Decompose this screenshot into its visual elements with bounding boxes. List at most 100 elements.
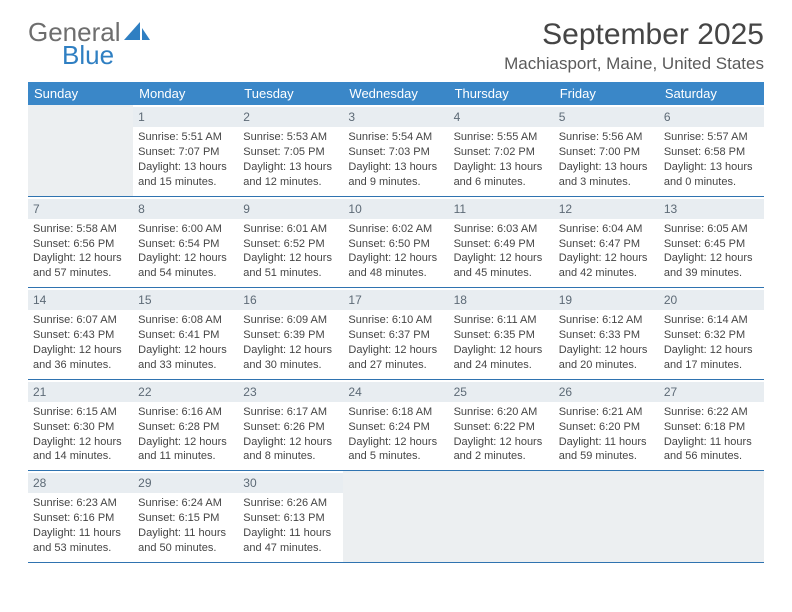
calendar-week-row: 7Sunrise: 5:58 AMSunset: 6:56 PMDaylight…: [28, 196, 764, 288]
day-number: 16: [238, 290, 343, 310]
sunrise-text: Sunrise: 6:07 AM: [33, 313, 128, 328]
daylight-text: Daylight: 12 hours and 54 minutes.: [138, 251, 233, 281]
sunrise-text: Sunrise: 6:18 AM: [348, 405, 443, 420]
sunset-text: Sunset: 6:30 PM: [33, 420, 128, 435]
calendar-cell: 11Sunrise: 6:03 AMSunset: 6:49 PMDayligh…: [449, 196, 554, 288]
sunrise-text: Sunrise: 6:00 AM: [138, 222, 233, 237]
daylight-text: Daylight: 12 hours and 14 minutes.: [33, 435, 128, 465]
sunrise-text: Sunrise: 6:26 AM: [243, 496, 338, 511]
sunset-text: Sunset: 6:45 PM: [664, 237, 759, 252]
sunrise-text: Sunrise: 5:58 AM: [33, 222, 128, 237]
calendar-week-row: 1Sunrise: 5:51 AMSunset: 7:07 PMDaylight…: [28, 105, 764, 196]
day-number: 18: [449, 290, 554, 310]
logo: General Blue: [28, 18, 152, 68]
daylight-text: Daylight: 12 hours and 5 minutes.: [348, 435, 443, 465]
daylight-text: Daylight: 12 hours and 20 minutes.: [559, 343, 654, 373]
calendar-cell: [554, 471, 659, 563]
sunset-text: Sunset: 6:33 PM: [559, 328, 654, 343]
sunset-text: Sunset: 6:58 PM: [664, 145, 759, 160]
daylight-text: Daylight: 12 hours and 17 minutes.: [664, 343, 759, 373]
day-number: 26: [554, 382, 659, 402]
daylight-text: Daylight: 12 hours and 42 minutes.: [559, 251, 654, 281]
day-number: 23: [238, 382, 343, 402]
daylight-text: Daylight: 12 hours and 8 minutes.: [243, 435, 338, 465]
sunrise-text: Sunrise: 5:53 AM: [243, 130, 338, 145]
calendar-cell: [659, 471, 764, 563]
daylight-text: Daylight: 12 hours and 48 minutes.: [348, 251, 443, 281]
daylight-text: Daylight: 11 hours and 53 minutes.: [33, 526, 128, 556]
day-number: 4: [449, 107, 554, 127]
calendar-week-row: 21Sunrise: 6:15 AMSunset: 6:30 PMDayligh…: [28, 379, 764, 471]
daylight-text: Daylight: 12 hours and 30 minutes.: [243, 343, 338, 373]
logo-text-blue: Blue: [62, 42, 114, 68]
daylight-text: Daylight: 11 hours and 47 minutes.: [243, 526, 338, 556]
day-number: 6: [659, 107, 764, 127]
calendar-cell: 16Sunrise: 6:09 AMSunset: 6:39 PMDayligh…: [238, 288, 343, 380]
day-number: 14: [28, 290, 133, 310]
daylight-text: Daylight: 11 hours and 56 minutes.: [664, 435, 759, 465]
day-header: Tuesday: [238, 82, 343, 105]
sunset-text: Sunset: 6:16 PM: [33, 511, 128, 526]
day-number: 28: [28, 473, 133, 493]
daylight-text: Daylight: 12 hours and 11 minutes.: [138, 435, 233, 465]
day-header: Thursday: [449, 82, 554, 105]
sunset-text: Sunset: 6:47 PM: [559, 237, 654, 252]
day-number: 9: [238, 199, 343, 219]
header: General Blue September 2025 Machiasport,…: [28, 18, 764, 74]
sunset-text: Sunset: 6:24 PM: [348, 420, 443, 435]
calendar-cell: 28 Sunrise: 6:23 AMSunset: 6:16 PMDayligh…: [28, 471, 133, 563]
day-header: Friday: [554, 82, 659, 105]
calendar-cell: 2Sunrise: 5:53 AMSunset: 7:05 PMDaylight…: [238, 105, 343, 196]
calendar-cell: 20Sunrise: 6:14 AMSunset: 6:32 PMDayligh…: [659, 288, 764, 380]
day-number: 29: [133, 473, 238, 493]
sunset-text: Sunset: 6:52 PM: [243, 237, 338, 252]
daylight-text: Daylight: 13 hours and 6 minutes.: [454, 160, 549, 190]
day-number: 11: [449, 199, 554, 219]
calendar-cell: 17Sunrise: 6:10 AMSunset: 6:37 PMDayligh…: [343, 288, 448, 380]
sunset-text: Sunset: 7:02 PM: [454, 145, 549, 160]
day-number: 13: [659, 199, 764, 219]
calendar-cell: 23Sunrise: 6:17 AMSunset: 6:26 PMDayligh…: [238, 379, 343, 471]
day-number: 24: [343, 382, 448, 402]
calendar-cell: [449, 471, 554, 563]
daylight-text: Daylight: 13 hours and 0 minutes.: [664, 160, 759, 190]
calendar-cell: 18Sunrise: 6:11 AMSunset: 6:35 PMDayligh…: [449, 288, 554, 380]
calendar-cell: 25Sunrise: 6:20 AMSunset: 6:22 PMDayligh…: [449, 379, 554, 471]
month-title: September 2025: [504, 18, 764, 52]
calendar-cell: 24 Sunrise: 6:18 AMSunset: 6:24 PMDayligh…: [343, 379, 448, 471]
day-number: 30: [238, 473, 343, 493]
calendar-week-row: 14Sunrise: 6:07 AMSunset: 6:43 PMDayligh…: [28, 288, 764, 380]
calendar-cell: 30Sunrise: 6:26 AMSunset: 6:13 PMDayligh…: [238, 471, 343, 563]
sunrise-text: Sunrise: 6:04 AM: [559, 222, 654, 237]
sunset-text: Sunset: 6:50 PM: [348, 237, 443, 252]
day-number: 2: [238, 107, 343, 127]
sunset-text: Sunset: 6:28 PM: [138, 420, 233, 435]
sunrise-text: Sunrise: 6:22 AM: [664, 405, 759, 420]
calendar-cell: 27Sunrise: 6:22 AMSunset: 6:18 PMDayligh…: [659, 379, 764, 471]
sunrise-text: Sunrise: 6:05 AM: [664, 222, 759, 237]
day-number: 25: [449, 382, 554, 402]
sunrise-text: Sunrise: 6:11 AM: [454, 313, 549, 328]
day-number: 15: [133, 290, 238, 310]
sunrise-text: Sunrise: 6:01 AM: [243, 222, 338, 237]
day-number: 7: [28, 199, 133, 219]
day-number: 22: [133, 382, 238, 402]
calendar-cell: 7Sunrise: 5:58 AMSunset: 6:56 PMDaylight…: [28, 196, 133, 288]
day-number: 5: [554, 107, 659, 127]
sunset-text: Sunset: 6:22 PM: [454, 420, 549, 435]
day-number: 19: [554, 290, 659, 310]
daylight-text: Daylight: 12 hours and 51 minutes.: [243, 251, 338, 281]
sunrise-text: Sunrise: 6:23 AM: [33, 496, 128, 511]
day-header: Wednesday: [343, 82, 448, 105]
calendar-cell: 26Sunrise: 6:21 AMSunset: 6:20 PMDayligh…: [554, 379, 659, 471]
day-number: 8: [133, 199, 238, 219]
sunset-text: Sunset: 6:18 PM: [664, 420, 759, 435]
calendar-cell: 3Sunrise: 5:54 AMSunset: 7:03 PMDaylight…: [343, 105, 448, 196]
sunset-text: Sunset: 6:41 PM: [138, 328, 233, 343]
day-header: Monday: [133, 82, 238, 105]
sunset-text: Sunset: 7:00 PM: [559, 145, 654, 160]
daylight-text: Daylight: 13 hours and 3 minutes.: [559, 160, 654, 190]
calendar-cell: 15Sunrise: 6:08 AMSunset: 6:41 PMDayligh…: [133, 288, 238, 380]
sunset-text: Sunset: 6:37 PM: [348, 328, 443, 343]
daylight-text: Daylight: 12 hours and 45 minutes.: [454, 251, 549, 281]
